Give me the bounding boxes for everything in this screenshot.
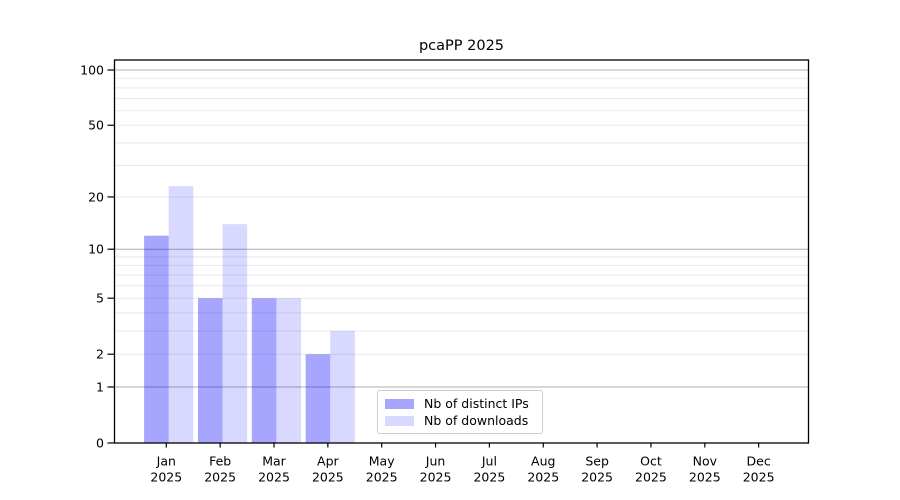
- x-tick-label-year: 2025: [581, 470, 613, 485]
- bar-distinct-ips-jan: [144, 235, 169, 443]
- x-tick-label-month: Nov: [693, 454, 718, 469]
- x-tick-label-month: Sep: [585, 454, 609, 469]
- x-tick-label-month: Mar: [262, 454, 286, 469]
- bar-distinct-ips-apr: [305, 354, 331, 443]
- bar-downloads-feb: [222, 224, 248, 443]
- x-tick-label-year: 2025: [312, 470, 344, 485]
- distinct-ips-swatch-icon: [385, 398, 414, 409]
- bar-downloads-jan: [168, 186, 194, 443]
- x-tick-label-year: 2025: [527, 470, 559, 485]
- x-tick-label-year: 2025: [743, 470, 775, 485]
- bar-distinct-ips-feb: [197, 298, 223, 443]
- x-tick-label-year: 2025: [204, 470, 236, 485]
- y-tick-label: 5: [96, 291, 104, 306]
- bar-downloads-apr: [330, 330, 355, 443]
- legend-item-distinct-ips: Nb of distinct IPs: [385, 395, 536, 412]
- downloads-swatch-icon: [385, 415, 414, 426]
- y-tick-label: 20: [88, 189, 104, 204]
- x-tick-label-year: 2025: [473, 470, 505, 485]
- x-tick-label-month: Aug: [531, 454, 555, 469]
- x-tick-label-month: Feb: [209, 454, 231, 469]
- x-tick-label-year: 2025: [366, 470, 398, 485]
- x-tick-label-year: 2025: [420, 470, 452, 485]
- bar-downloads-mar: [276, 298, 301, 443]
- x-tick-label-year: 2025: [150, 470, 182, 485]
- x-tick-label-month: Jun: [425, 454, 446, 469]
- x-tick-label-month: Jul: [481, 454, 497, 469]
- y-tick-label: 1: [96, 379, 104, 394]
- legend-item-downloads: Nb of downloads: [385, 412, 536, 429]
- y-tick-label: 100: [80, 63, 104, 78]
- legend-label-distinct-ips: Nb of distinct IPs: [424, 396, 529, 411]
- y-tick-label: 2: [96, 347, 104, 362]
- legend: Nb of distinct IPs Nb of downloads: [377, 390, 543, 434]
- y-tick-label: 10: [88, 242, 104, 257]
- x-tick-label-month: May: [369, 454, 395, 469]
- x-tick-label-month: Apr: [317, 454, 339, 469]
- y-tick-label: 0: [96, 436, 104, 451]
- x-tick-label-year: 2025: [258, 470, 290, 485]
- bar-distinct-ips-mar: [251, 298, 277, 443]
- y-tick-label: 50: [88, 118, 104, 133]
- x-tick-label-year: 2025: [689, 470, 721, 485]
- chart-title: pcaPP 2025: [418, 38, 505, 54]
- x-tick-label-month: Jan: [156, 454, 176, 469]
- plot-border: [113, 59, 810, 444]
- x-tick-label-year: 2025: [635, 470, 667, 485]
- x-tick-label-month: Dec: [747, 454, 771, 469]
- x-tick-label-month: Oct: [640, 454, 662, 469]
- legend-label-downloads: Nb of downloads: [424, 413, 529, 428]
